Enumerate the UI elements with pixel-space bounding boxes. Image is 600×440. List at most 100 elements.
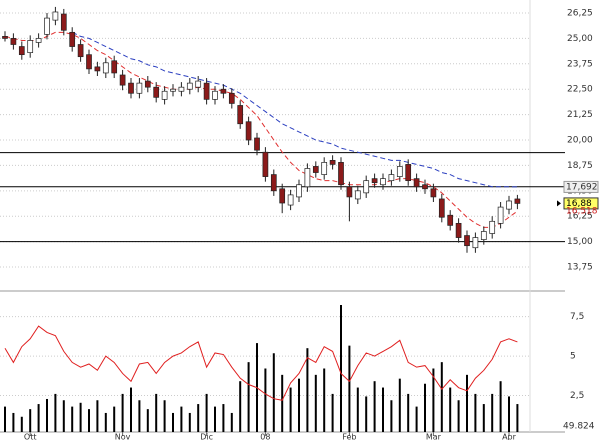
volume-bar bbox=[508, 396, 510, 432]
volume-bar bbox=[289, 387, 292, 432]
volume-bar bbox=[20, 416, 23, 432]
candle-body bbox=[69, 31, 76, 47]
candle-body bbox=[102, 62, 109, 74]
candle-body bbox=[111, 60, 118, 74]
volume-bar bbox=[331, 393, 334, 432]
candle-body bbox=[489, 220, 496, 234]
candle-body bbox=[77, 44, 84, 58]
y-tick-label: 7,5 bbox=[570, 312, 584, 322]
volume-bar bbox=[365, 396, 368, 432]
volume-bar bbox=[172, 412, 174, 432]
candle-body bbox=[329, 159, 336, 165]
candle-body bbox=[136, 82, 143, 94]
moving-average bbox=[71, 31, 518, 188]
volume-bar bbox=[4, 406, 6, 432]
candle-body bbox=[245, 121, 252, 141]
candle-body bbox=[472, 237, 479, 249]
volume-bar bbox=[466, 374, 468, 432]
volume-bar bbox=[188, 412, 191, 432]
candle-body bbox=[203, 82, 210, 100]
candle-body bbox=[413, 178, 420, 188]
price-arrow bbox=[557, 200, 561, 207]
candle-body bbox=[497, 206, 504, 224]
volume-bar bbox=[407, 393, 410, 432]
candle-body bbox=[178, 86, 185, 92]
candle-body bbox=[220, 88, 227, 94]
candle-body bbox=[296, 184, 302, 198]
volume-bar bbox=[29, 409, 32, 432]
volume-bar bbox=[222, 404, 225, 432]
volume-bar bbox=[382, 387, 384, 432]
volume-bar bbox=[79, 402, 82, 432]
volume-bar bbox=[474, 393, 477, 432]
y-tick-label: 16,25 bbox=[567, 212, 593, 222]
candle-body bbox=[170, 88, 176, 92]
volume-bar bbox=[398, 378, 401, 432]
x-tick-label: Apr bbox=[502, 433, 517, 440]
candle-body bbox=[186, 82, 193, 90]
candle-body bbox=[35, 38, 42, 43]
candle-body bbox=[312, 166, 319, 173]
volume-bar bbox=[440, 362, 443, 432]
candle-body bbox=[363, 180, 370, 194]
candle-body bbox=[338, 162, 344, 186]
volume-bar bbox=[432, 368, 435, 432]
volume-bar bbox=[457, 400, 460, 432]
y-tick-label: 18,75 bbox=[567, 161, 593, 171]
volume-bar bbox=[348, 345, 351, 432]
candle-body bbox=[10, 38, 17, 45]
candle-body bbox=[60, 13, 67, 31]
x-tick-label: Ott bbox=[24, 433, 37, 440]
candle-body bbox=[447, 214, 454, 226]
candle-body bbox=[144, 80, 151, 88]
x-tick-label: Feb bbox=[342, 433, 356, 440]
volume-bar bbox=[516, 404, 519, 432]
volume-bar bbox=[306, 348, 309, 432]
volume-bar bbox=[281, 374, 284, 432]
candle-body bbox=[354, 190, 361, 200]
x-tick-label: Dic bbox=[200, 433, 213, 440]
volume-bar bbox=[155, 393, 158, 432]
volume-bar bbox=[482, 404, 485, 432]
candle-body bbox=[195, 80, 202, 88]
candle-body bbox=[321, 162, 328, 175]
price-label-box bbox=[563, 180, 599, 193]
candle-body bbox=[346, 186, 353, 198]
volume-bar bbox=[62, 400, 65, 432]
x-tick-label: Mar bbox=[426, 433, 442, 440]
volume-bar bbox=[54, 393, 57, 432]
volume-bar bbox=[390, 400, 393, 432]
volume-bar bbox=[247, 362, 250, 432]
volume-bar bbox=[12, 412, 15, 432]
candle-body bbox=[464, 235, 470, 247]
candle-body bbox=[228, 92, 235, 104]
y-tick-label: 23,75 bbox=[567, 59, 593, 69]
candle-body bbox=[2, 36, 8, 39]
y-tick-label: 21,25 bbox=[567, 110, 593, 120]
oscillator-line bbox=[4, 325, 518, 401]
y-tick-label: 15,00 bbox=[567, 237, 593, 247]
volume-bar bbox=[230, 412, 233, 432]
candle-body bbox=[304, 168, 311, 188]
candle-body bbox=[128, 82, 134, 94]
volume-bar bbox=[121, 393, 124, 432]
candle-body bbox=[153, 86, 160, 98]
candle-body bbox=[237, 105, 244, 125]
candle-body bbox=[18, 46, 25, 56]
x-tick-label: Nov bbox=[115, 433, 131, 440]
candle-body bbox=[371, 178, 378, 184]
candle-body bbox=[279, 188, 286, 204]
volume-bar bbox=[146, 409, 149, 432]
candle-body bbox=[270, 174, 277, 192]
volume-bar bbox=[449, 387, 452, 432]
volume-bar bbox=[272, 353, 275, 432]
candle-body bbox=[27, 40, 34, 53]
candle-body bbox=[438, 198, 445, 218]
volume-bar bbox=[46, 398, 48, 432]
y-tick-label: 5 bbox=[570, 352, 576, 362]
candle-body bbox=[396, 166, 403, 177]
volume-bar bbox=[314, 374, 317, 432]
volume-label: 49.824 bbox=[563, 422, 595, 432]
volume-bar bbox=[499, 381, 502, 432]
volume-bar bbox=[214, 406, 216, 432]
